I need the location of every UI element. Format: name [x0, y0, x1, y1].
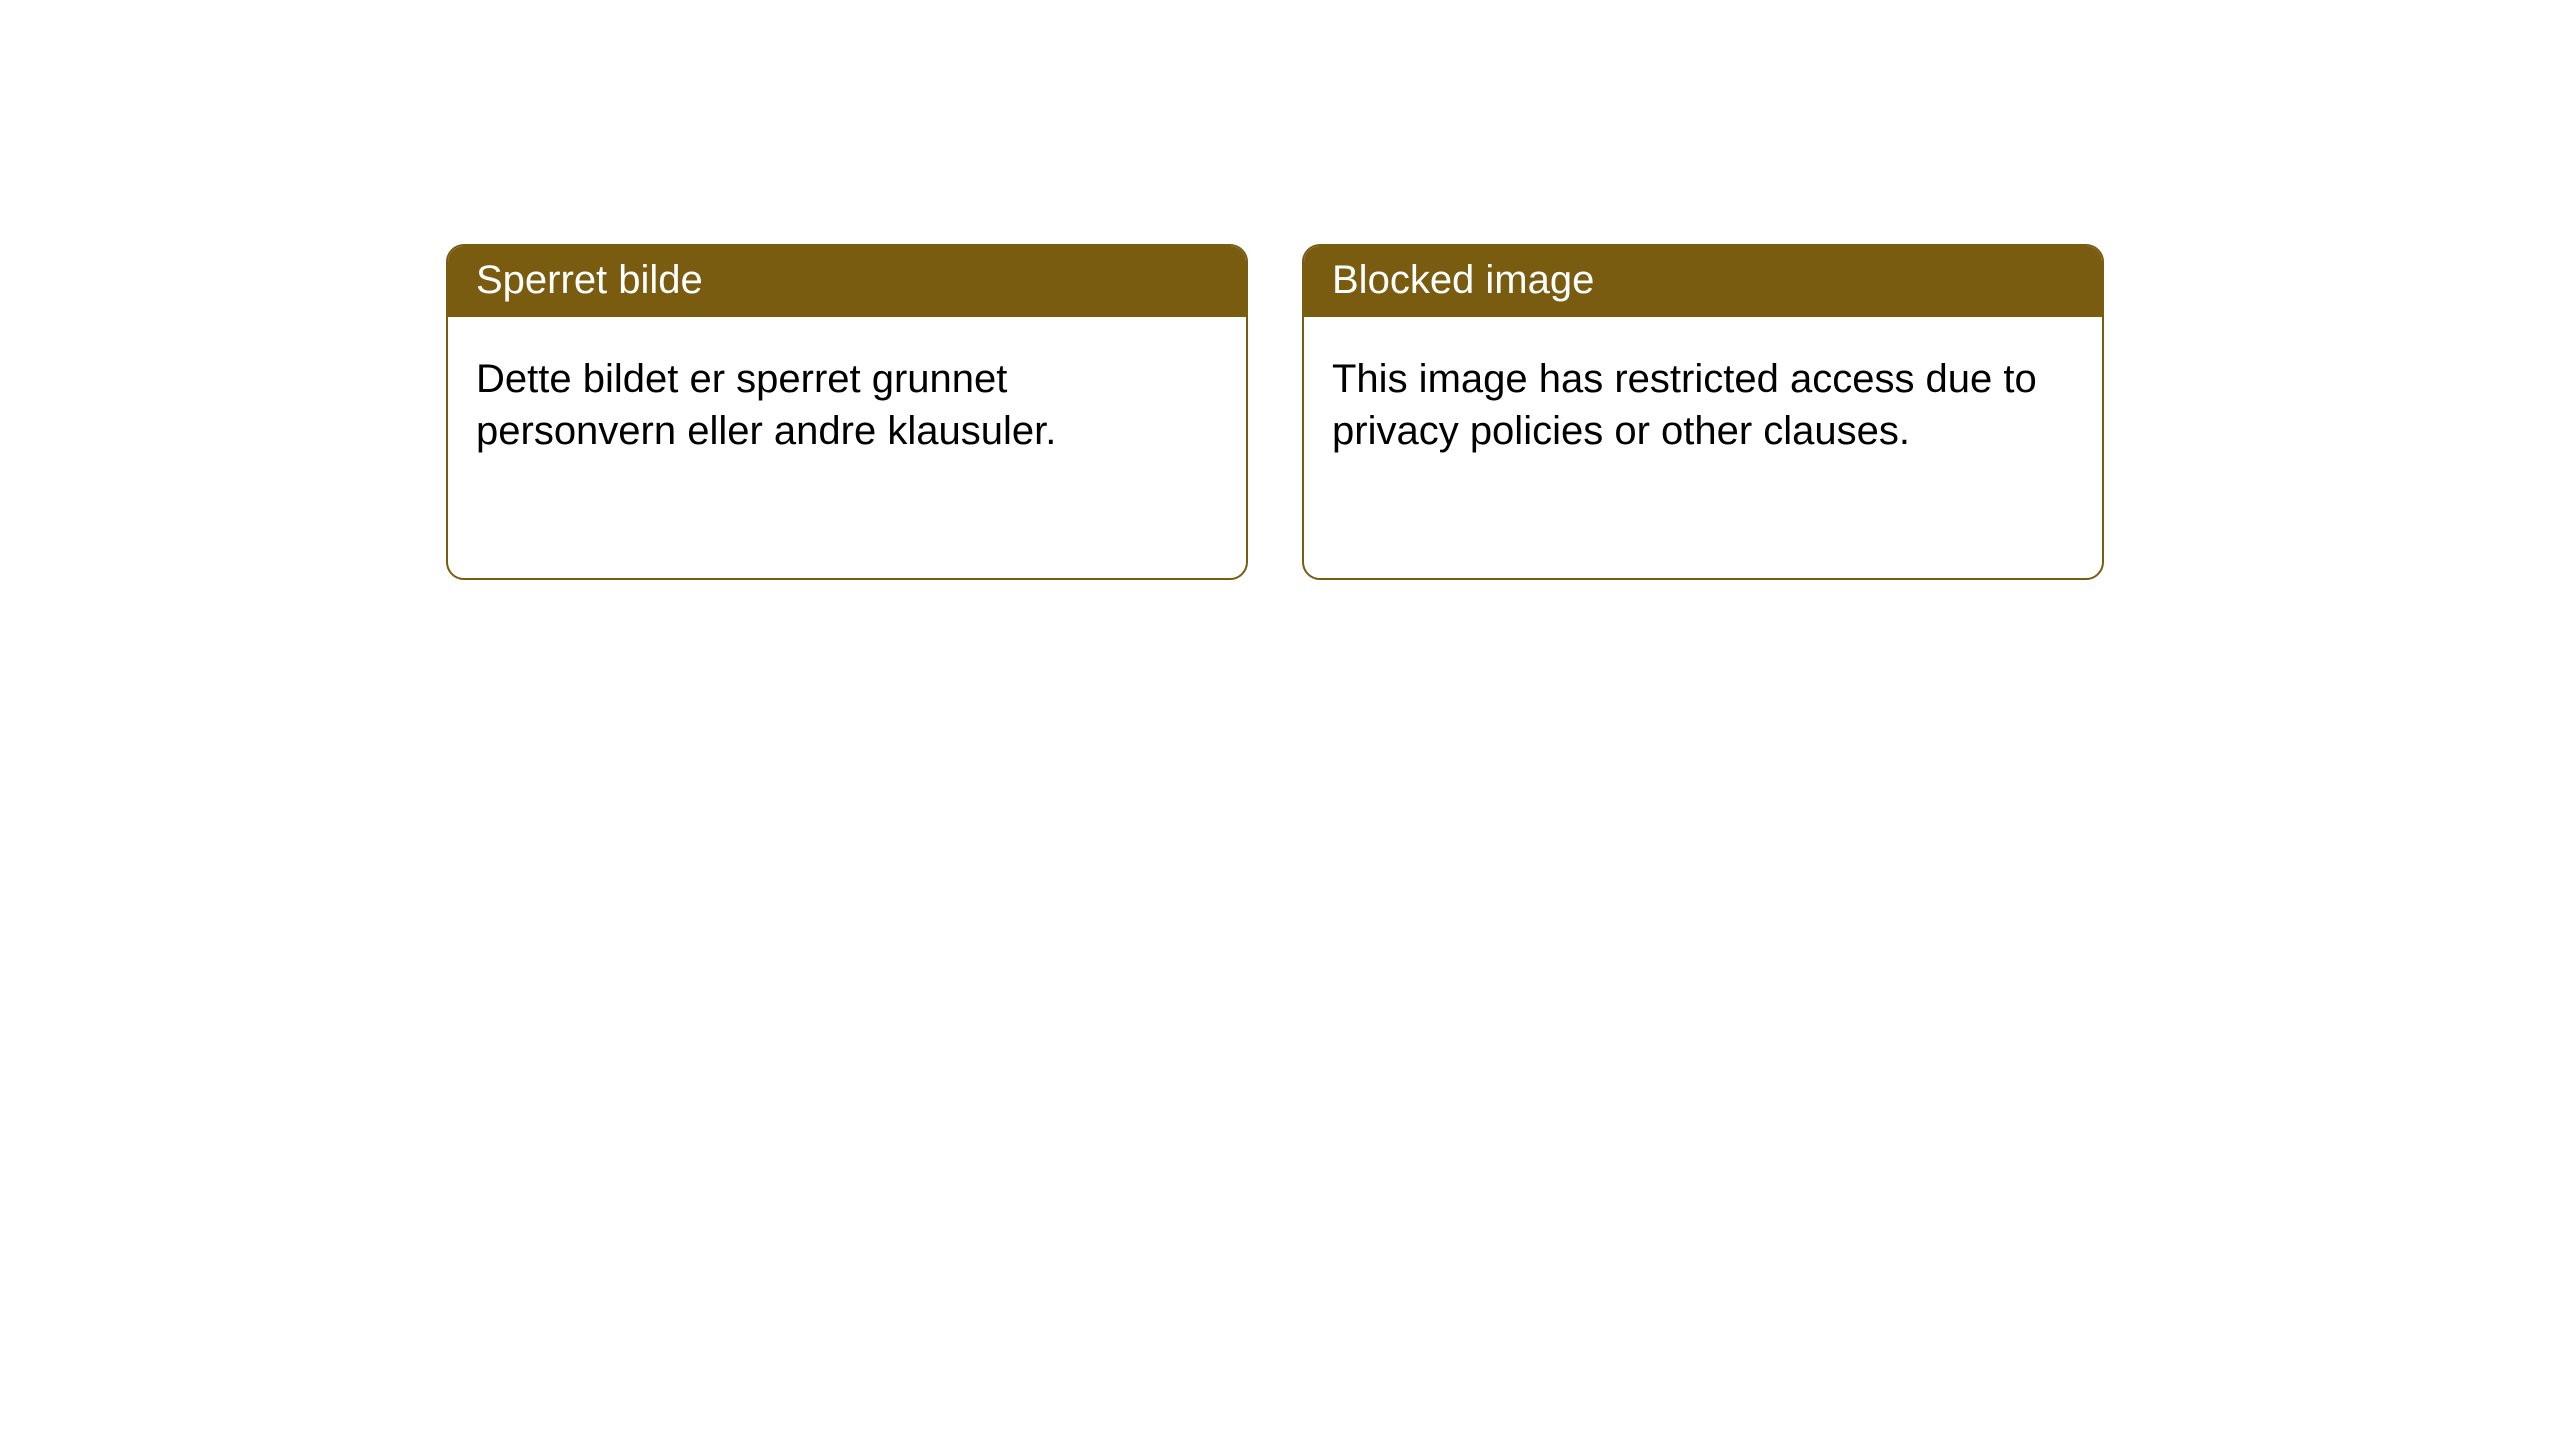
notice-body: This image has restricted access due to …	[1304, 317, 2102, 493]
notice-card-english: Blocked image This image has restricted …	[1302, 244, 2104, 580]
notice-body: Dette bildet er sperret grunnet personve…	[448, 317, 1246, 493]
notice-header: Blocked image	[1304, 246, 2102, 317]
notice-header: Sperret bilde	[448, 246, 1246, 317]
notice-message: This image has restricted access due to …	[1332, 357, 2037, 453]
notice-card-norwegian: Sperret bilde Dette bildet er sperret gr…	[446, 244, 1248, 580]
notice-container: Sperret bilde Dette bildet er sperret gr…	[0, 0, 2560, 580]
notice-title: Sperret bilde	[476, 258, 703, 302]
notice-message: Dette bildet er sperret grunnet personve…	[476, 357, 1056, 453]
notice-title: Blocked image	[1332, 258, 1594, 302]
